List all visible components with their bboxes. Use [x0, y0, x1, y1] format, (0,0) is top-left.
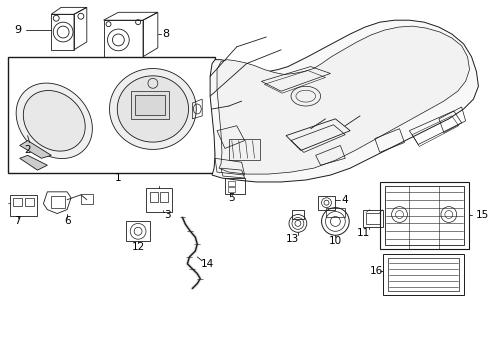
Bar [365, 212, 379, 224]
Bar [227, 181, 234, 186]
Polygon shape [217, 26, 468, 174]
Text: 2: 2 [24, 145, 31, 156]
Bar [224, 178, 244, 194]
Bar [131, 91, 168, 119]
Text: 10: 10 [328, 236, 341, 246]
Text: 12: 12 [131, 242, 144, 252]
Bar [317, 196, 335, 210]
Polygon shape [20, 155, 47, 170]
Text: 15: 15 [474, 210, 488, 220]
Text: 8: 8 [162, 29, 169, 39]
Bar [13, 198, 21, 206]
Polygon shape [109, 68, 196, 149]
Text: 14: 14 [200, 259, 213, 269]
Text: 5: 5 [228, 193, 235, 203]
Text: 11: 11 [356, 228, 369, 238]
Bar [10, 195, 38, 216]
Bar [325, 208, 345, 217]
Bar [228, 139, 260, 160]
Bar [126, 221, 150, 241]
Bar [291, 210, 303, 220]
Text: 4: 4 [341, 195, 348, 205]
Bar [8, 57, 215, 173]
Bar [51, 196, 65, 208]
Bar [387, 258, 458, 292]
Bar [384, 186, 463, 245]
Text: 3: 3 [164, 210, 171, 220]
Text: 1: 1 [115, 173, 122, 183]
Polygon shape [23, 90, 85, 151]
Polygon shape [16, 83, 92, 158]
Text: 9: 9 [14, 25, 21, 35]
Text: 6: 6 [63, 216, 70, 226]
Polygon shape [210, 20, 477, 182]
Text: 16: 16 [369, 266, 382, 276]
Bar [160, 192, 167, 202]
Bar [146, 188, 171, 212]
Bar [150, 192, 158, 202]
Bar [362, 210, 382, 228]
Bar [81, 194, 93, 204]
Text: 13: 13 [285, 234, 298, 244]
Polygon shape [117, 76, 188, 142]
Bar [382, 254, 463, 296]
Polygon shape [20, 140, 51, 158]
Bar [24, 198, 34, 206]
Bar [135, 95, 164, 115]
Bar [227, 187, 234, 192]
Text: 7: 7 [15, 216, 21, 226]
Bar [379, 182, 468, 249]
